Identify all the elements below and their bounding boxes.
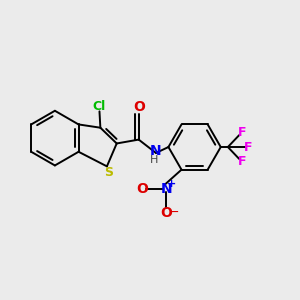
Text: F: F xyxy=(238,155,246,168)
Text: S: S xyxy=(104,167,113,179)
Text: N: N xyxy=(160,182,172,196)
Text: O: O xyxy=(160,206,172,220)
Text: F: F xyxy=(238,126,246,139)
Text: F: F xyxy=(244,140,252,154)
Text: O: O xyxy=(133,100,145,114)
Text: +: + xyxy=(167,179,176,190)
Text: O: O xyxy=(136,182,148,196)
Text: H: H xyxy=(150,154,159,164)
Text: N: N xyxy=(150,145,162,158)
Text: Cl: Cl xyxy=(93,100,106,112)
Text: −: − xyxy=(169,206,180,219)
